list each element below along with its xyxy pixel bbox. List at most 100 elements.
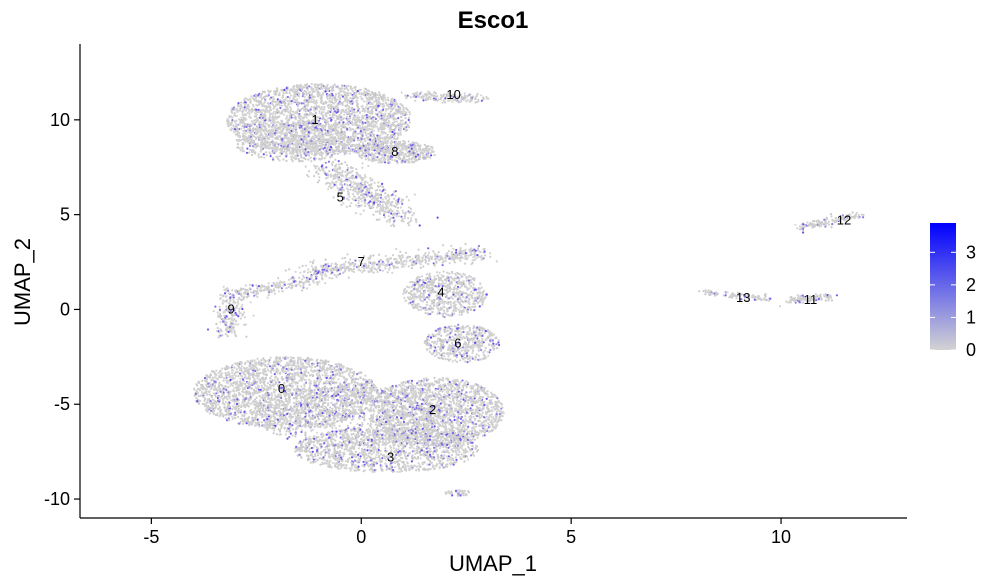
cell-point [372, 116, 375, 119]
cell-point [257, 129, 260, 132]
cell-point [322, 141, 326, 144]
cell-point [300, 88, 303, 91]
cell-point [372, 119, 375, 122]
cell-point [396, 260, 399, 263]
cell-point [397, 122, 400, 126]
cell-point [365, 192, 368, 195]
cell-point [291, 160, 294, 163]
cell-point [267, 120, 270, 123]
cell-point [396, 161, 399, 164]
cell-point [345, 100, 349, 103]
cell-point [343, 113, 346, 116]
cell-point [357, 196, 360, 199]
cell-point [396, 132, 399, 135]
cell-point [369, 102, 372, 105]
cell-point [382, 103, 385, 106]
cell-point [310, 98, 313, 101]
cell-point [372, 129, 375, 132]
scatter-points [192, 82, 865, 497]
cell-point [426, 150, 430, 153]
cell-point [327, 265, 330, 268]
cell-point [441, 261, 444, 264]
cell-point [378, 260, 381, 263]
cell-point [409, 153, 412, 156]
cell-point [318, 148, 321, 151]
cell-point [479, 255, 482, 259]
cell-point [259, 141, 263, 144]
cell-point [294, 115, 297, 118]
cell-point [477, 255, 480, 258]
cell-point [233, 131, 236, 134]
cell-point [290, 102, 293, 105]
cell-point [331, 139, 334, 142]
cell-point [348, 121, 351, 124]
cell-point [417, 248, 420, 251]
cell-point [243, 138, 246, 141]
cell-point [343, 179, 346, 182]
cell-point [292, 96, 295, 99]
cell-point [285, 87, 288, 90]
cell-point [299, 83, 302, 87]
cell-point [295, 154, 298, 157]
cell-point [300, 108, 303, 111]
cell-point [349, 97, 352, 100]
cell-point [378, 102, 381, 105]
cell-point [374, 92, 377, 95]
cell-point [359, 130, 362, 133]
cell-point [359, 140, 362, 143]
cell-point [370, 132, 373, 135]
cell-point [382, 148, 385, 151]
cell-point [276, 129, 279, 132]
cell-point [385, 101, 388, 104]
cell-point [295, 157, 298, 160]
cell-point [415, 256, 418, 259]
cell-point [357, 107, 360, 110]
cell-point [243, 101, 246, 104]
cell-point [368, 122, 371, 125]
cell-point [358, 111, 361, 114]
cell-point [381, 113, 384, 116]
cell-point [438, 255, 441, 258]
cell-point [255, 108, 258, 111]
cell-point [307, 131, 310, 134]
cell-point [349, 185, 352, 189]
cell-point [387, 103, 390, 106]
cell-point [320, 108, 323, 111]
cell-point [362, 100, 365, 103]
cell-point [360, 181, 363, 184]
cell-point [354, 88, 357, 91]
cell-point [400, 254, 403, 257]
cell-point [398, 129, 401, 132]
cell-point [406, 129, 409, 132]
cell-point [400, 265, 404, 268]
cell-point [353, 132, 357, 135]
cell-point [393, 102, 396, 105]
cell-point [335, 267, 338, 271]
cell-point [268, 129, 271, 132]
cell-point [317, 134, 320, 137]
cell-point [349, 92, 352, 95]
cell-point [311, 261, 314, 264]
cell-point [339, 264, 342, 268]
cell-point [356, 146, 359, 149]
cell-point [347, 150, 350, 153]
cell-point [249, 116, 252, 119]
cell-point [347, 105, 350, 108]
cell-point [233, 114, 236, 117]
cell-point [304, 158, 307, 161]
cell-point [366, 129, 369, 132]
cell-point [258, 126, 261, 129]
cell-point [361, 121, 364, 124]
cell-point [315, 102, 318, 105]
cell-point [386, 115, 389, 118]
cell-point [284, 98, 287, 101]
cell-point [359, 175, 362, 178]
cell-point [271, 99, 274, 102]
cell-point [248, 125, 251, 128]
cell-point [446, 252, 449, 255]
cell-point [307, 119, 310, 122]
cell-point [288, 268, 291, 271]
cell-point [327, 145, 330, 148]
cell-point [312, 98, 315, 101]
cell-point [458, 257, 461, 260]
